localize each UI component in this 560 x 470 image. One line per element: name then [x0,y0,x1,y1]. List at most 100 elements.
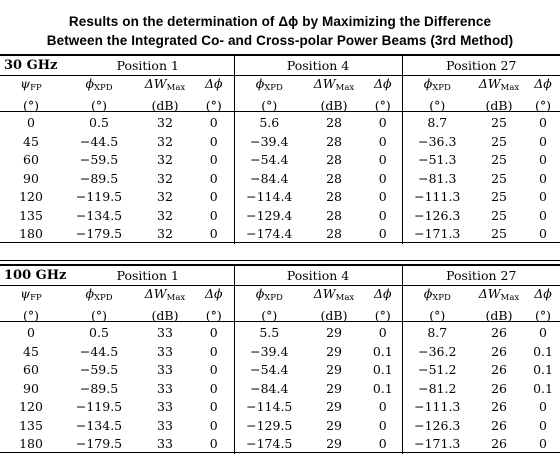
block-1-header-rule [0,321,560,322]
table-row: 90 −89.5 32 0 −84.4 28 0 −81.3 25 0 [0,169,560,188]
table-cell: 0 [209,133,218,149]
table-cell: 26 [491,325,507,340]
table-cell: −44.5 [79,343,119,359]
frequency-label: 100 GHz [4,268,67,283]
table-cell: 29 [326,399,342,414]
table-cell: 29 [326,362,342,377]
table-cell: 29 [326,380,342,396]
table-cell: −54.4 [233,151,305,170]
block-0-top-rule [0,54,560,56]
table-row: 60 −59.5 33 0 −54.4 29 0.1 −51.2 26 0.1 [0,361,560,380]
table-cell: 0.1 [533,362,553,377]
table-cell: −126.3 [401,206,473,225]
table-cell: 26 [491,380,507,396]
table-cell: 26 [491,436,507,451]
table-cell: −174.5 [233,435,305,454]
table-cell: 0.1 [533,343,553,359]
table-cell: 180 [19,226,43,241]
table-cell: 0 [378,189,387,204]
table-row: 0 0.5 33 0 5.5 29 0 8.7 26 0 [0,324,560,343]
frequency-label: 30 GHz [4,58,58,73]
table-cell: 0 [378,399,387,414]
table-cell: −81.2 [401,379,473,398]
table-cell: 0 [209,362,218,377]
table-cell: 0.1 [372,362,393,377]
table-cell: 60 [23,152,39,167]
delta-w-max-header: ΔWMax [144,76,186,93]
table-cell: 0 [378,207,387,223]
table-cell: 45 [23,133,39,149]
position-header: Position 27 [401,266,560,285]
table-cell: −134.5 [75,417,123,433]
unit-header: (°) [401,97,473,114]
table-cell: 0 [209,343,218,359]
table-cell: −89.5 [79,380,119,396]
delta-phi-header: Δϕ [373,76,392,91]
table-cell: 25 [491,133,507,149]
table-cell: −114.5 [233,398,305,417]
table-cell: 26 [491,417,507,433]
table-cell: 28 [326,189,342,204]
unit-header: (°) [374,98,391,113]
table-cell: −59.5 [79,152,119,167]
delta-phi-header: Δϕ [204,76,223,91]
table-cell: −81.3 [401,169,473,188]
table-cell: −51.2 [401,361,473,380]
table-cell: 25 [491,226,507,241]
delta-phi-header: Δϕ [373,286,392,301]
psi-fp-header: ψFP [20,76,42,93]
table-cell: 25 [491,189,507,204]
table-cell: 0 [378,417,387,433]
table-cell: 26 [491,399,507,414]
table-cell: 0 [209,170,218,186]
table-cell: 0 [209,115,218,130]
table-cell: 28 [326,170,342,186]
table-cell: 120 [19,189,43,204]
table-cell: 32 [157,133,173,149]
table-cell: −134.5 [75,207,123,223]
table-cell: 0 [539,399,547,414]
table-row: 45 −44.5 33 0 −39.4 29 0.1 −36.2 26 0.1 [0,342,560,361]
table-cell: 0 [539,170,547,186]
table-row: 135 −134.5 32 0 −129.4 28 0 −126.3 25 0 [0,206,560,225]
table-cell: −129.4 [233,206,305,225]
delta-w-max-header: ΔWMax [144,286,186,303]
table-cell: 28 [326,152,342,167]
table-cell: −119.5 [75,399,123,414]
table-cell: 0 [378,133,387,149]
table-cell: 32 [157,152,173,167]
table-cell: 0.1 [372,343,393,359]
unit-header: (°) [233,307,305,324]
table-cell: 0 [539,152,547,167]
table-cell: 29 [326,343,342,359]
table-cell: −84.4 [233,379,305,398]
table-cell: 0 [539,207,547,223]
table-cell: 25 [491,152,507,167]
position-header: Position 1 [116,58,179,73]
table-cell: 45 [23,343,39,359]
table-cell: 0 [209,325,218,340]
table-cell: 90 [23,380,39,396]
table-cell: 0 [378,152,387,167]
unit-header: (°) [374,308,391,323]
delta-w-max-header: ΔWMax [313,286,355,303]
table-cell: 0 [209,380,218,396]
table-cell: −59.5 [79,362,119,377]
table-cell: 33 [157,362,173,377]
table-cell: 28 [326,133,342,149]
delta-w-max-header: ΔWMax [478,76,520,93]
table-cell: 5.6 [233,114,305,133]
unit-header: (°) [535,98,552,113]
table-cell: 0 [209,436,218,451]
table-cell: 32 [157,115,173,130]
table-cell: 0 [539,115,547,130]
table-cell: −119.5 [75,189,123,204]
table-cell: 0 [539,226,547,241]
table-cell: −171.3 [401,225,473,244]
delta-phi-header: Δϕ [534,286,552,301]
delta-phi-header: Δϕ [534,76,552,91]
table-cell: 25 [491,207,507,223]
table-cell: 0 [209,226,218,241]
table-cell: −36.2 [401,342,473,361]
